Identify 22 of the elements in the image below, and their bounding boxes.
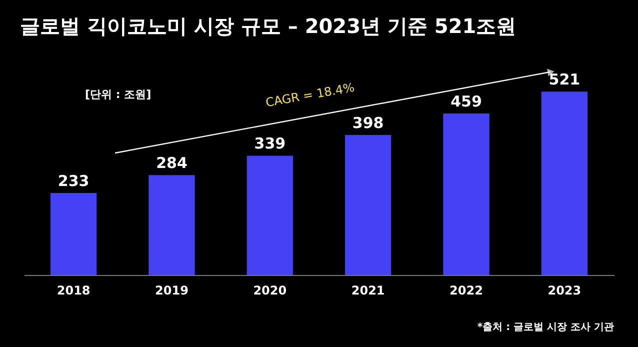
bar xyxy=(345,134,392,275)
text: *출처 : 글로벌 시장 조사 기관 xyxy=(477,322,614,333)
x-tick-label: 2020 xyxy=(253,284,287,298)
data-label: 284 xyxy=(156,154,188,172)
data-label: 233 xyxy=(58,172,90,190)
bar xyxy=(148,175,195,275)
data-label: 398 xyxy=(352,114,384,132)
x-tick-label: 2023 xyxy=(548,284,582,298)
x-tick-label: 2018 xyxy=(56,284,90,298)
bar xyxy=(50,193,97,275)
data-label: 459 xyxy=(450,92,482,110)
bar xyxy=(541,92,588,275)
x-tick-label: 2022 xyxy=(450,284,483,298)
chart-title: 글로벌 긱이코노미 시장 규모 – 2023년 기준 521조원 xyxy=(20,14,516,38)
x-tick-label: 2021 xyxy=(351,284,385,298)
x-tick-label: 2019 xyxy=(155,284,188,298)
annotation: CAGR = 18.4% xyxy=(264,80,356,110)
annotation: [단위 : 조원] xyxy=(85,88,152,101)
data-label: 339 xyxy=(254,134,286,153)
bar xyxy=(246,156,293,275)
data-label: 521 xyxy=(548,70,580,89)
bar xyxy=(443,113,490,275)
